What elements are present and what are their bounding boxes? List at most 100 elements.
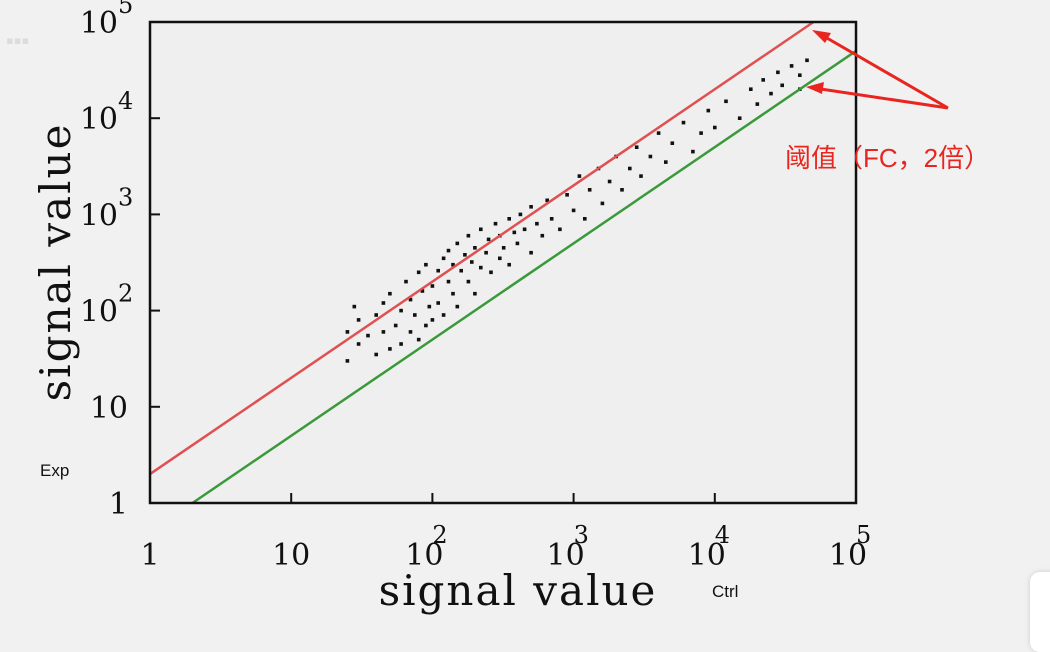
data-point [436,268,440,273]
data-point [356,342,361,346]
data-point [522,227,527,232]
data-point [366,333,370,338]
data-point [648,154,653,159]
data-point [699,131,703,135]
data-point [583,217,587,221]
data-point [501,246,506,250]
data-point [571,208,576,213]
y-tick-label: 1 [109,487,128,522]
data-point [479,227,483,232]
threshold-line-upper [149,20,815,476]
x-tick-label: 10 [272,538,310,573]
data-point [374,352,378,357]
threshold-annotation: 阈值（FC，2倍） [785,143,990,173]
data-point [769,91,773,96]
x-tick-label: 10 [405,538,443,573]
y-tick-label: 10 [80,6,118,41]
data-point [424,262,428,267]
data-point [356,318,361,322]
data-point [545,198,549,203]
data-point [381,301,386,305]
x-tick-label-exponent: 5 [856,521,871,549]
data-point [565,193,569,197]
y-tick-label: 10 [80,198,118,233]
x-tick-label-exponent: 3 [574,521,589,549]
data-point [749,87,753,91]
data-point [455,241,460,246]
data-point [463,253,467,257]
data-point [755,102,760,106]
data-point [486,237,491,242]
data-point [345,359,350,363]
data-point [529,205,533,209]
data-point [459,268,463,273]
data-point [484,250,488,255]
annotation-arrow-red [819,32,949,110]
data-point [427,304,432,309]
y-tick-label: 10 [90,391,128,426]
threshold-lines [149,20,857,505]
x-tick-label-exponent: 4 [715,521,730,549]
data-point [466,233,471,238]
data-point [416,270,421,275]
data-point [408,330,413,334]
data-point [352,304,357,309]
data-point [388,291,392,296]
data-point [512,230,517,235]
y-tick-label-exponent: 3 [118,183,133,211]
data-point [399,308,403,313]
data-point [404,279,408,284]
data-point [681,120,686,125]
data-point [805,58,809,63]
data-point [529,250,533,255]
corner-card [1030,572,1050,652]
annotation-arrow-green [813,86,949,110]
data-point [451,291,455,296]
data-point [656,131,661,135]
data-point [587,188,592,192]
threshold-line-lower [191,49,857,505]
data-point [664,160,668,164]
data-point [515,241,520,246]
data-point [424,323,428,328]
y-tick-label-exponent: 2 [118,280,133,308]
data-point [451,262,455,267]
annotation-arrowhead-green [806,82,824,94]
annotation-arrowhead-red [812,30,831,43]
data-point [420,289,425,293]
data-point [507,217,511,221]
data-point [446,279,451,284]
plot-area-background [150,22,856,503]
data-point [628,166,632,171]
data-point [399,342,403,346]
data-point [634,145,639,149]
y-tick-label-exponent: 5 [118,0,133,19]
y-axis-sublabel: Exp [40,461,69,480]
data-point [473,246,477,250]
x-tick-label-exponent: 2 [432,521,447,549]
data-point [724,99,728,104]
data-point [639,174,643,178]
data-point [436,301,440,305]
y-tick-label-exponent: 4 [118,87,133,115]
data-point [607,179,612,184]
data-point [381,330,386,334]
data-point [540,233,545,238]
x-tick-label: 10 [829,538,867,573]
data-point [489,270,493,275]
data-point [577,174,582,178]
data-point [776,70,780,75]
data-point [493,221,498,226]
data-point [388,347,392,351]
data-point [535,221,539,226]
points-layer [345,58,809,363]
data-point [416,337,421,342]
data-point [455,304,460,309]
x-tick-label: 1 [140,538,159,573]
data-point [470,260,474,264]
data-point [798,73,802,77]
data-point [374,313,378,317]
data-point [441,256,446,261]
